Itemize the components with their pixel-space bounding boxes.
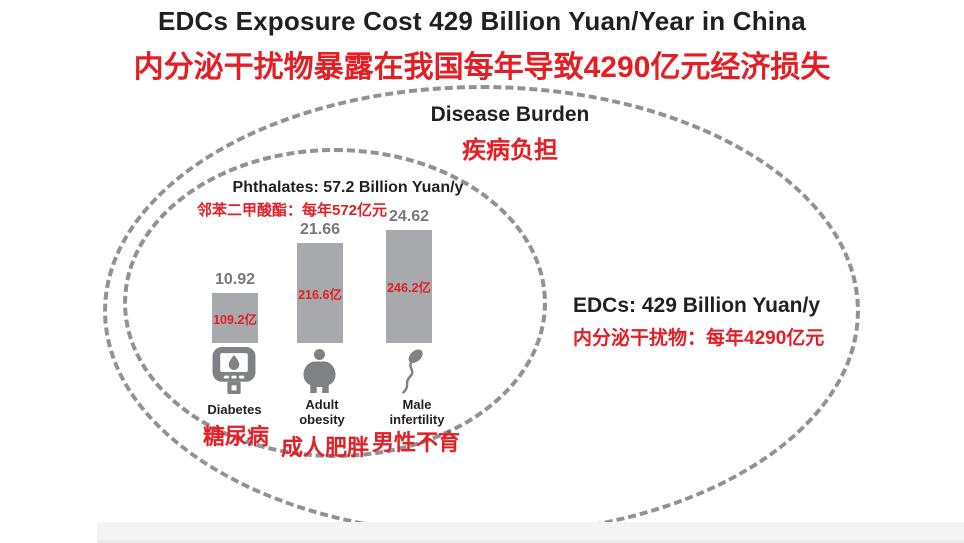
bar-inner-label: 246.2亿 bbox=[387, 281, 431, 295]
disease-burden-label-zh: 疾病负担 bbox=[462, 137, 558, 164]
phthalates-inner-ellipse bbox=[123, 148, 547, 458]
bar-diabetes: 109.2亿 bbox=[212, 293, 258, 343]
bar-value-label: 24.62 bbox=[388, 208, 430, 225]
bottom-strip-edge bbox=[97, 540, 964, 543]
category-label-zh-diabetes: 糖尿病 bbox=[202, 424, 269, 449]
phthalates-label-en: Phthalates: 57.2 Billion Yuan/y bbox=[232, 179, 464, 196]
bar-group-adult-obesity: 21.66 216.6亿 bbox=[297, 221, 343, 343]
category-label-male-infertility: Male infertility bbox=[389, 397, 445, 428]
bar-value-label: 21.66 bbox=[299, 221, 341, 238]
bar-male-infertility: 246.2亿 bbox=[386, 230, 432, 343]
disease-burden-heading: Disease Burden 疾病负担 bbox=[360, 103, 660, 165]
category-label-adult-obesity: Adult obesity bbox=[299, 397, 345, 428]
glucose-meter-icon bbox=[211, 347, 257, 399]
edcs-total-label-zh: 内分泌干扰物：每年4290亿元 bbox=[573, 328, 825, 349]
category-label-zh-adult-obesity: 成人肥胖 bbox=[280, 435, 369, 460]
bar-inner-label: 216.6亿 bbox=[298, 287, 342, 302]
disease-burden-label-en: Disease Burden bbox=[430, 103, 590, 126]
bar-adult-obesity: 216.6亿 bbox=[297, 243, 343, 343]
bar-value-label: 10.92 bbox=[214, 271, 256, 288]
sperm-icon bbox=[388, 346, 430, 400]
bar-group-male-infertility: 24.62 246.2亿 bbox=[386, 208, 432, 343]
category-label-zh-male-infertility: 男性不育 bbox=[371, 430, 460, 455]
page-subtitle-chinese: 内分泌干扰物暴露在我国每年导致4290亿元经济损失 bbox=[133, 51, 831, 84]
obese-person-icon bbox=[299, 349, 340, 398]
bar-inner-label: 109.2亿 bbox=[213, 312, 257, 327]
bar-group-diabetes: 10.92 109.2亿 bbox=[212, 271, 258, 343]
category-label-diabetes: Diabetes bbox=[207, 402, 262, 417]
edcs-total-label-en: EDCs: 429 Billion Yuan/y bbox=[573, 294, 821, 317]
bottom-strip bbox=[97, 522, 964, 540]
phthalates-label-zh: 邻苯二甲酸酯：每年572亿元 bbox=[196, 202, 388, 219]
page-title: EDCs Exposure Cost 429 Billion Yuan/Year… bbox=[158, 6, 806, 36]
